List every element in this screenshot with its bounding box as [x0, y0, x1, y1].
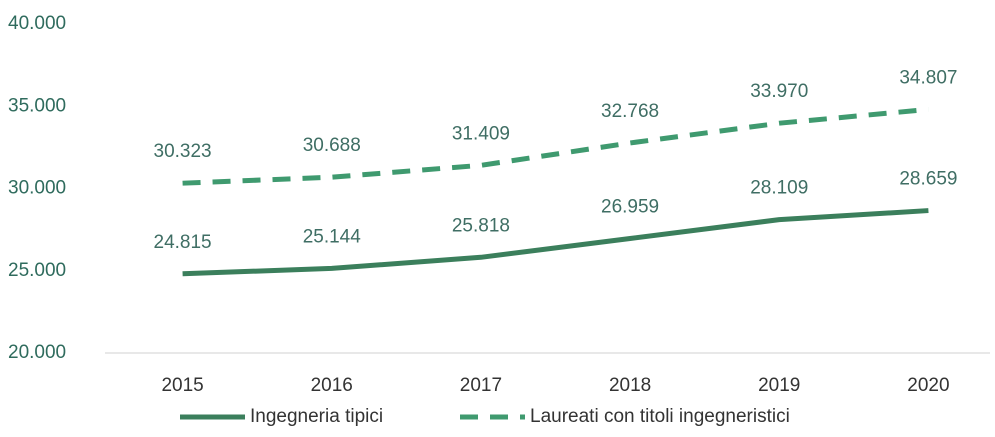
data-label: 34.807	[899, 67, 957, 88]
data-label: 24.815	[154, 232, 212, 253]
data-label: 28.659	[899, 169, 957, 190]
series-line	[182, 106, 929, 186]
x-tick-label: 2016	[311, 375, 353, 396]
legend-label: Ingegneria tipici	[250, 406, 383, 427]
data-label: 25.818	[452, 215, 510, 236]
data-label: 28.109	[750, 178, 808, 199]
y-tick-label: 35.000	[8, 95, 66, 116]
data-label: 26.959	[601, 197, 659, 218]
x-tick-label: 2018	[609, 375, 651, 396]
data-label: 32.768	[601, 101, 659, 122]
data-label: 31.409	[452, 123, 510, 144]
y-tick-label: 25.000	[8, 260, 66, 281]
x-tick-label: 2020	[907, 375, 949, 396]
x-tick-label: 2017	[460, 375, 502, 396]
x-tick-label: 2019	[758, 375, 800, 396]
data-label: 33.970	[750, 81, 808, 102]
series-line	[182, 208, 929, 277]
data-label: 30.688	[303, 135, 361, 156]
x-tick-label: 2015	[161, 375, 203, 396]
data-label: 30.323	[154, 141, 212, 162]
data-label: 25.144	[303, 226, 362, 247]
y-tick-label: 20.000	[8, 342, 66, 363]
y-tick-label: 40.000	[8, 13, 66, 34]
y-tick-label: 30.000	[8, 178, 66, 199]
legend-label: Laureati con titoli ingegneristici	[530, 406, 790, 427]
